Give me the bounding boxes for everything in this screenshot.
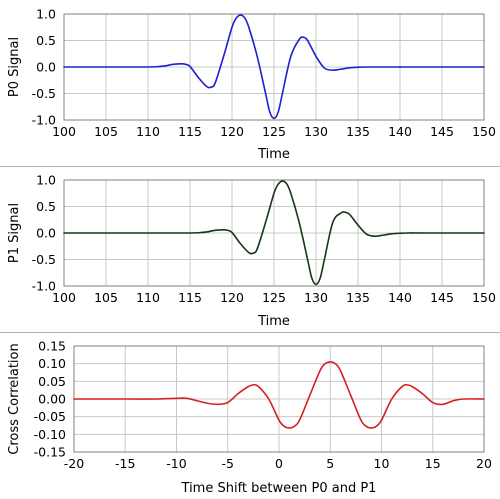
y-tick-label: -0.5 (32, 86, 56, 101)
y-axis-label: P1 Signal (7, 203, 22, 263)
y-tick-label: -0.5 (32, 252, 56, 267)
x-tick-label: 120 (220, 124, 244, 139)
x-tick-label: 150 (472, 290, 496, 305)
x-tick-label: 125 (262, 124, 286, 139)
chart-p1-signal: 100 105 110 115 120 125 130 135 140 145 150 -1.0 -0.… (7, 173, 496, 330)
y-axis-label: P0 Signal (7, 37, 22, 97)
y-tick-label: 1.0 (36, 173, 56, 188)
y-tick-label: 0.15 (38, 339, 66, 354)
x-tick-label: 145 (430, 124, 454, 139)
chart-cross-correlation: -20 -15 -10 -5 0 5 10 15 20 -0.15 -0.10 -0.05 0.00 0.… (7, 339, 492, 497)
x-axis-label: Time (257, 314, 290, 329)
x-tick-label: -10 (166, 456, 186, 471)
x-tick-label: 150 (472, 124, 496, 139)
chart-p0-signal: 100 105 110 115 120 125 130 135 140 145 150 -1.0 -0.… (7, 7, 496, 163)
y-tick-label: -0.15 (34, 445, 66, 460)
x-tick-label: 130 (304, 290, 328, 305)
x-tick-label: 110 (136, 290, 160, 305)
x-tick-label: 105 (94, 290, 118, 305)
y-tick-label: -1.0 (32, 279, 56, 294)
x-axis-label: Time Shift between P0 and P1 (181, 481, 377, 496)
y-tick-label: 0.10 (38, 356, 66, 371)
x-tick-label: 135 (346, 124, 370, 139)
y-tick-label: -1.0 (32, 113, 56, 128)
x-tick-label: 10 (374, 456, 390, 471)
x-tick-label: 100 (52, 124, 76, 139)
y-tick-label: 0.05 (38, 374, 66, 389)
y-axis-label: Cross Correlation (7, 343, 22, 454)
y-tick-label: 0.0 (36, 226, 56, 241)
x-tick-label: 105 (94, 124, 118, 139)
series-line (63, 180, 485, 286)
x-tick-label: 140 (388, 290, 412, 305)
x-tick-label: -15 (115, 456, 135, 471)
y-tick-label: 0.00 (38, 392, 66, 407)
y-tick-label: 0.5 (36, 199, 56, 214)
x-tick-label: 115 (178, 124, 202, 139)
x-tick-label: 130 (304, 124, 328, 139)
x-tick-label: 115 (178, 290, 202, 305)
x-tick-label: 20 (476, 456, 492, 471)
x-tick-label: 110 (136, 124, 160, 139)
y-tick-label: -0.10 (34, 427, 66, 442)
x-tick-label: 125 (262, 290, 286, 305)
x-tick-label: 135 (346, 290, 370, 305)
x-tick-label: -5 (222, 456, 234, 471)
x-tick-label: 100 (52, 290, 76, 305)
series-line (73, 361, 485, 429)
x-tick-label: 0 (275, 456, 283, 471)
x-tick-label: 5 (326, 456, 334, 471)
y-tick-label: 0.0 (36, 60, 56, 75)
x-tick-label: 140 (388, 124, 412, 139)
x-tick-label: -20 (64, 456, 84, 471)
x-tick-label: 145 (430, 290, 454, 305)
y-tick-label: 1.0 (36, 7, 56, 22)
series-line (63, 14, 485, 120)
x-axis-label: Time (257, 147, 290, 162)
y-tick-label: 0.5 (36, 33, 56, 48)
y-tick-label: -0.05 (34, 409, 66, 424)
x-tick-label: 120 (220, 290, 244, 305)
x-tick-label: 15 (425, 456, 441, 471)
